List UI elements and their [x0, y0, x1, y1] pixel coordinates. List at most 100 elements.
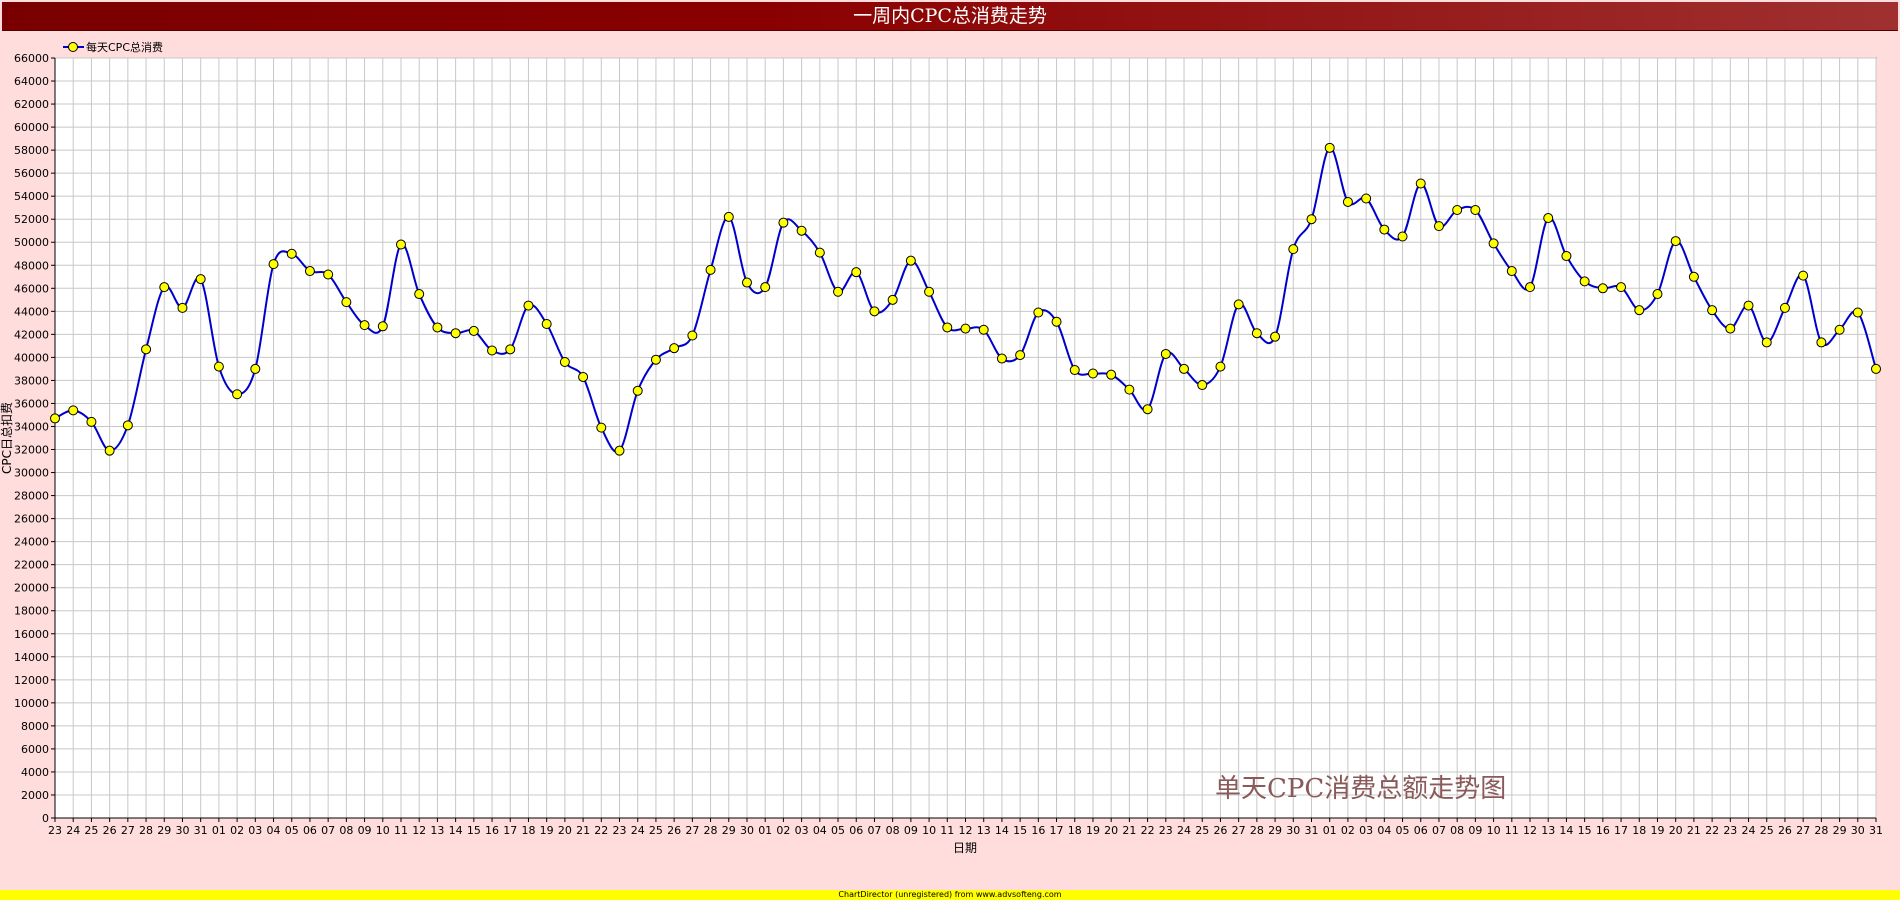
data-point	[541, 319, 552, 329]
y-tick-label: 44000	[14, 305, 49, 318]
x-tick-label: 02	[776, 824, 790, 837]
y-tick-label: 46000	[14, 282, 49, 295]
data-point	[304, 266, 315, 277]
x-tick-label: 15	[1013, 824, 1027, 837]
y-tick-label: 0	[42, 812, 49, 825]
x-tick-label: 26	[1778, 824, 1792, 837]
data-point	[1816, 337, 1827, 348]
x-tick-label: 02	[230, 824, 244, 837]
y-tick-label: 26000	[14, 513, 49, 526]
data-point	[1452, 205, 1463, 215]
chart-title: 一周内CPC总消费走势	[2, 2, 1898, 31]
y-tick-label: 38000	[14, 374, 49, 387]
data-point	[414, 289, 425, 300]
x-tick-label: 14	[995, 824, 1009, 837]
data-point	[159, 282, 170, 293]
x-tick-label: 23	[613, 824, 627, 837]
data-point	[1106, 369, 1117, 380]
data-point	[1288, 244, 1299, 255]
data-point	[1124, 384, 1135, 395]
data-point	[1233, 299, 1244, 310]
data-point	[104, 445, 115, 456]
y-tick-label: 2000	[21, 789, 49, 802]
x-tick-label: 09	[904, 824, 918, 837]
y-tick-label: 10000	[14, 697, 49, 710]
x-tick-label: 17	[503, 824, 517, 837]
x-tick-label: 28	[139, 824, 153, 837]
data-point	[851, 267, 862, 278]
x-tick-label: 17	[1050, 824, 1064, 837]
x-tick-label: 27	[685, 824, 699, 837]
data-point	[1670, 236, 1681, 247]
data-point	[650, 354, 661, 365]
x-tick-label: 13	[430, 824, 444, 837]
x-tick-label: 09	[1468, 824, 1482, 837]
data-point	[523, 300, 534, 311]
legend-label: 每天CPC总消费	[86, 40, 163, 54]
data-point	[1488, 238, 1499, 249]
data-point	[1379, 224, 1390, 235]
data-point	[1871, 363, 1881, 374]
x-tick-label: 29	[1268, 824, 1282, 837]
data-point	[778, 217, 789, 228]
data-point	[1579, 276, 1590, 287]
data-point	[1324, 142, 1335, 153]
legend: 每天CPC总消费	[63, 40, 163, 54]
x-tick-label: 03	[248, 824, 262, 837]
data-point	[323, 269, 334, 280]
data-point	[559, 357, 570, 367]
data-point	[487, 345, 498, 356]
data-point	[1015, 350, 1026, 361]
y-tick-label: 48000	[14, 259, 49, 272]
data-point	[1652, 289, 1663, 300]
data-point	[887, 294, 898, 305]
y-tick-label: 66000	[14, 52, 49, 65]
y-tick-label: 40000	[14, 351, 49, 364]
x-tick-label: 25	[84, 824, 98, 837]
x-tick-label: 24	[1177, 824, 1191, 837]
y-tick-label: 4000	[21, 766, 49, 779]
x-tick-label: 09	[358, 824, 372, 837]
x-tick-label: 29	[1833, 824, 1847, 837]
x-tick-label: 08	[339, 824, 353, 837]
x-tick-label: 04	[267, 824, 281, 837]
marker-layer	[50, 142, 1881, 456]
data-point	[1033, 307, 1044, 318]
x-tick-label: 26	[667, 824, 681, 837]
x-tick-label: 22	[594, 824, 608, 837]
y-tick-label: 34000	[14, 420, 49, 433]
data-point	[705, 264, 716, 275]
data-point	[996, 353, 1007, 364]
x-tick-label: 29	[157, 824, 171, 837]
x-tick-label: 06	[303, 824, 317, 837]
data-point	[632, 385, 643, 396]
data-point	[1215, 361, 1226, 372]
x-tick-label: 24	[66, 824, 80, 837]
y-tick-label: 12000	[14, 674, 49, 687]
data-point	[1470, 205, 1481, 215]
data-point	[1798, 270, 1809, 281]
chart-annotation: 单天CPC消费总额走势图	[1215, 774, 1506, 804]
data-point	[213, 361, 224, 372]
data-point	[268, 259, 279, 270]
x-tick-label: 13	[977, 824, 991, 837]
x-tick-label: 11	[1505, 824, 1519, 837]
x-tick-label: 24	[631, 824, 645, 837]
grid-lines	[54, 57, 1877, 819]
x-tick-label: 28	[1814, 824, 1828, 837]
x-tick-label: 25	[649, 824, 663, 837]
data-point	[833, 286, 844, 297]
x-axis-ticks: 23 24 25 26 27 28 29 30 31 01 02 03 04 05 06 07 08 09 10 11…	[48, 818, 1883, 837]
x-tick-label: 15	[1578, 824, 1592, 837]
data-point	[1561, 251, 1572, 262]
data-point	[1142, 404, 1153, 415]
y-axis-ticks: 0 2000 4000 6000 8000 10000 12000 14000 16000 180…	[14, 52, 55, 825]
data-point	[1306, 214, 1317, 225]
data-point	[796, 225, 807, 236]
x-tick-label: 12	[1523, 824, 1537, 837]
data-point	[760, 282, 771, 293]
data-point	[1743, 300, 1754, 311]
y-tick-label: 36000	[14, 397, 49, 410]
data-point	[1707, 305, 1718, 316]
